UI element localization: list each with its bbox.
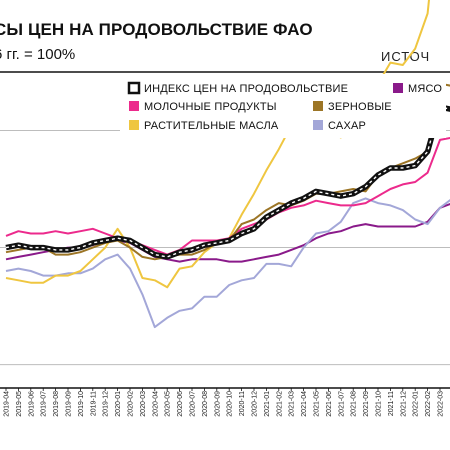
series-line — [5, 202, 450, 263]
x-tick-label: 2019-11 — [90, 391, 97, 416]
x-tick-label: 2022-02 — [425, 391, 432, 417]
x-tick-label: 2021-05 — [314, 391, 321, 417]
x-tick-label: 2020-04 — [152, 391, 159, 417]
x-tick-label: 2020-07 — [190, 391, 197, 417]
x-tick-label: 2019-09 — [66, 391, 73, 417]
x-tick-label: 2020-05 — [165, 391, 172, 417]
legend-background — [120, 74, 446, 138]
legend-label: САХАР — [328, 120, 366, 132]
legend: ИНДЕКС ЦЕН НА ПРОДОВОЛЬСТВИЕ МЯСО МОЛОЧНЫЕ… — [120, 74, 446, 138]
x-tick-label: 2020-06 — [177, 391, 184, 417]
x-tick-label: 2021-01 — [264, 391, 271, 417]
x-tick-label: 2019-12 — [103, 391, 110, 417]
x-tick-label: 2021-09 — [363, 391, 370, 417]
x-tick-label: 2020-02 — [128, 391, 135, 417]
x-tick-label: 2020-01 — [115, 391, 122, 417]
x-tick-label: 2020-10 — [227, 391, 234, 417]
x-tick-label: 2021-06 — [326, 391, 333, 417]
x-tick-label: 2021-03 — [289, 391, 296, 417]
legend-swatch — [129, 120, 139, 130]
x-tick-label: 2022-01 — [413, 391, 420, 417]
x-tick-label: 2019-08 — [53, 391, 60, 417]
x-tick-label: 2021-08 — [351, 391, 358, 417]
x-tick-label: 2021-11 — [388, 391, 395, 416]
x-tick-label: 2021-07 — [338, 391, 345, 417]
legend-label: ЗЕРНОВЫЕ — [328, 101, 392, 113]
x-tick-label: 2019-10 — [78, 391, 85, 417]
legend-swatch — [313, 120, 323, 130]
legend-label: РАСТИТЕЛЬНЫЕ МАСЛА — [144, 120, 279, 132]
series-line — [5, 136, 450, 256]
legend-swatch — [127, 81, 141, 95]
x-tick-label: 2020-11 — [239, 391, 246, 416]
series-line-index-outline — [5, 104, 450, 260]
x-tick-label: 2019-07 — [41, 391, 48, 417]
x-tick-label: 2021-02 — [276, 391, 283, 417]
legend-swatch — [313, 101, 323, 111]
legend-swatch — [393, 83, 403, 93]
source-label: ИСТОЧ — [381, 49, 431, 64]
series-line — [5, 0, 430, 289]
x-tick-label: 2022-03 — [438, 391, 445, 417]
x-tick-label: 2021-10 — [376, 391, 383, 417]
x-tick-label: 2019-05 — [16, 391, 23, 417]
x-tick-label: 2019-06 — [28, 391, 35, 417]
legend-label: МОЛОЧНЫЕ ПРОДУКТЫ — [144, 101, 277, 113]
series-line — [5, 197, 450, 329]
x-tick-label: 2020-08 — [202, 391, 209, 417]
x-tick-label: 2021-04 — [301, 391, 308, 417]
x-tick-label: 2020-09 — [214, 391, 221, 417]
x-tick-label: 2020-12 — [252, 391, 259, 417]
chart-title: СЫ ЦЕН НА ПРОДОВОЛЬСТВИЕ ФАО — [0, 20, 313, 39]
legend-swatch — [129, 101, 139, 111]
legend-label: МЯСО — [408, 83, 442, 95]
chart-subtitle: 6 гг. = 100% — [0, 46, 76, 63]
x-tick-label: 2019-04 — [4, 391, 11, 417]
x-tick-label: 2021-12 — [400, 391, 407, 417]
x-tick-label: 2020-03 — [140, 391, 147, 417]
legend-label: ИНДЕКС ЦЕН НА ПРОДОВОЛЬСТВИЕ — [144, 83, 348, 95]
